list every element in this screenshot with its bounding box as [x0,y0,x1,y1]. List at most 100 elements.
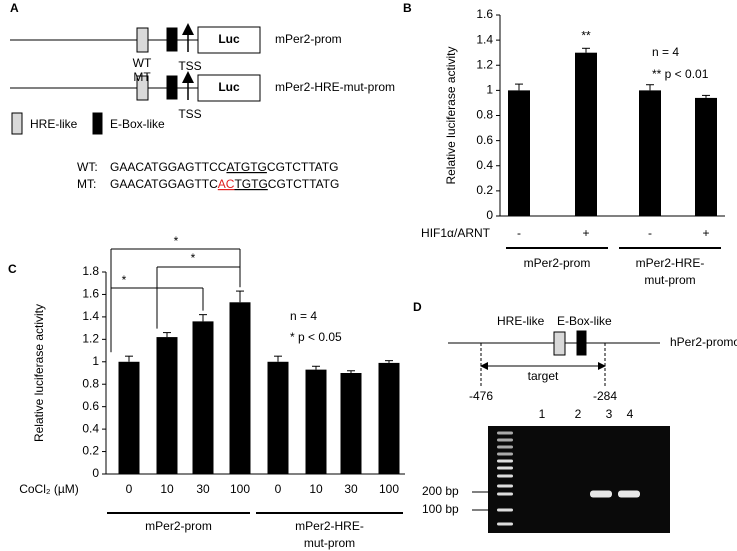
error-bar [236,290,244,303]
annotation: * p < 0.05 [290,330,342,344]
x-tick-label: - [648,226,652,240]
promoter-label: hPer2-promoter [670,335,737,349]
bar [156,337,178,474]
legend-ebox [92,112,103,135]
annotation: ** [581,28,591,42]
error-bar [582,47,590,53]
y-tick-label: 1.8 [82,264,99,278]
y-tick-label: 1.6 [82,287,99,301]
sequence-part: TGTG [234,177,267,191]
x-tick-label: 10 [160,482,174,496]
group-label: mut-prom [304,536,355,550]
hre-box [553,331,566,356]
x-tick-label: + [702,226,709,240]
x-tick-label: 100 [230,482,250,496]
ladder-band [497,508,513,512]
bar [695,97,717,216]
lane-label: 4 [627,407,634,421]
y-tick-label: 1.6 [476,7,493,21]
ladder-band [497,522,513,526]
x-tick-label: 0 [275,482,282,496]
error-bar [163,332,171,338]
bar [378,362,400,474]
y-tick-label: 0.2 [82,444,99,458]
bar [575,52,597,216]
pcr-band [590,490,612,498]
bar [639,90,661,216]
group-label: mPer2-prom [145,519,212,533]
y-tick-label: 0 [92,466,99,480]
sequence-tag: WT: [77,160,98,174]
position-label: -476 [469,389,493,403]
error-bar [347,370,355,373]
annotation: * [174,234,179,248]
y-tick-label: 1 [486,83,493,97]
sequence-tag: MT: [77,177,96,191]
y-tick-label: 0.4 [476,158,493,172]
group-label: mPer2-prom [524,256,591,270]
y-tick-label: 0 [486,208,493,222]
ebox-box [576,330,587,356]
bar [192,321,214,474]
x-tick-label: 100 [379,482,399,496]
sequence-part: GAACATGGAGTTC [110,177,218,191]
group-label: mPer2-HRE- [636,256,705,270]
hre-box [136,27,149,53]
pcr-band [618,490,640,498]
sequence-part: CGTCTTATG [268,177,340,191]
sequence: GAACATGGAGTTCCATGTGCGTCTTATG [110,160,338,174]
ladder-band [497,452,513,456]
y-tick-label: 0.2 [476,183,493,197]
marker-label: 200 bp [422,484,459,498]
ladder-band [497,474,513,478]
y-tick-label: 0.8 [82,376,99,390]
ladder-band [497,484,513,488]
ladder-band [497,445,513,449]
error-bar [274,355,282,362]
lane-label: 3 [606,407,613,421]
panel-label: C [8,262,17,276]
annotation: * [191,251,196,265]
x-tick-label: 0 [126,482,133,496]
annotation: ** p < 0.01 [652,67,709,81]
marker-label: 100 bp [422,502,459,516]
x-tick-label: - [517,226,521,240]
y-axis-label: Relative luciferase activity [444,46,458,184]
legend-label: HRE-like [30,117,78,131]
target-label: target [528,369,559,383]
error-bar [385,360,393,363]
position-label: -284 [593,389,617,403]
sequence: GAACATGGAGTTCACTGTGCGTCTTATG [110,177,339,191]
lane-label: 2 [575,407,582,421]
luc-label: Luc [218,80,240,94]
tss-label: TSS [178,107,201,121]
lane-label: 1 [539,407,546,421]
site-label: MT [133,70,151,84]
sequence-part: AC [218,177,235,191]
error-bar [199,314,207,322]
y-tick-label: 0.6 [476,133,493,147]
x-tick-label: 10 [309,482,323,496]
ladder-band [497,492,513,496]
x-tick-label: 30 [196,482,210,496]
tss-label: TSS [178,59,201,73]
gel [488,426,670,533]
y-tick-label: 0.8 [476,108,493,122]
group-label: mPer2-HRE- [295,519,364,533]
legend-hre [11,112,23,135]
error-bar [125,355,133,362]
construct-name: mPer2-prom [275,32,342,46]
annotation: n = 4 [652,45,679,59]
bar [118,361,140,474]
x-tick-label: + [582,226,589,240]
y-tick-label: 1.4 [476,32,493,46]
bar [508,90,530,216]
construct-name: mPer2-HRE-mut-prom [275,80,395,94]
legend-label: E-Box-like [110,117,165,131]
annotation: * [122,273,127,287]
bar [340,373,362,474]
y-tick-label: 1.2 [82,332,99,346]
panel-label: B [403,1,412,15]
hre-label: HRE-like [497,314,545,328]
